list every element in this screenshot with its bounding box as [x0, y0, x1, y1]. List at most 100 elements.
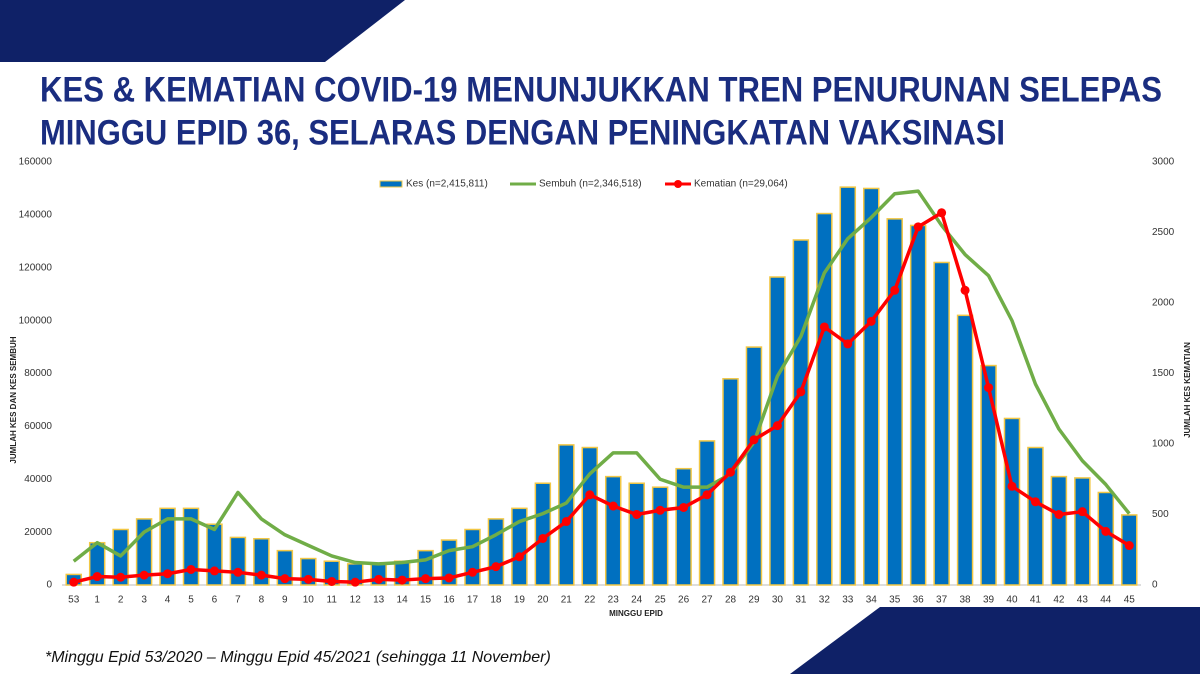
marker [843, 339, 853, 349]
bar [886, 218, 903, 586]
y-tick-label: 100000 [19, 315, 53, 326]
bar [229, 536, 247, 586]
marker [256, 570, 266, 580]
x-tick-label: 23 [608, 595, 620, 606]
x-tick-label: 18 [490, 595, 502, 606]
x-tick-label: 8 [259, 595, 265, 606]
marker [1077, 507, 1087, 517]
marker [538, 533, 548, 543]
bar [722, 378, 739, 586]
x-tick-label: 35 [889, 595, 901, 606]
marker [772, 421, 782, 431]
y-tick-label: 140000 [19, 210, 53, 221]
bar [1097, 491, 1115, 586]
chart-title: KES & KEMATIAN COVID-19 MENUNJUKKAN TREN… [40, 70, 1162, 109]
bar [956, 314, 974, 586]
bar [1003, 417, 1021, 586]
marker [421, 574, 431, 584]
line [72, 189, 1131, 566]
x-tick-label: 25 [655, 595, 667, 606]
x-axis-label: MINGGU EPID [609, 609, 663, 618]
bar [581, 446, 599, 586]
y2-tick-label: 0 [1152, 580, 1158, 591]
x-tick-label: 4 [165, 595, 171, 606]
y2-tick-label: 500 [1152, 509, 1169, 520]
marker [960, 285, 970, 295]
marker [139, 570, 149, 580]
marker [585, 490, 595, 500]
marker [890, 285, 900, 295]
marker [327, 576, 337, 586]
x-tick-label: 42 [1053, 595, 1065, 606]
x-tick-label: 43 [1077, 595, 1089, 606]
marker [937, 208, 947, 218]
x-tick-label: 37 [936, 595, 948, 606]
bar [863, 187, 880, 586]
bar [628, 482, 645, 586]
marker [866, 316, 876, 326]
marker [163, 569, 173, 579]
x-tick-label: 38 [960, 595, 972, 606]
marker [491, 562, 501, 572]
x-tick-label: 20 [537, 595, 549, 606]
y-tick-label: 160000 [19, 157, 53, 168]
x-tick-label: 30 [772, 595, 784, 606]
marker [819, 322, 829, 332]
x-tick-label: 13 [373, 595, 385, 606]
x-tick-label: 22 [584, 595, 596, 606]
marker [116, 572, 126, 582]
x-tick-label: 16 [443, 595, 455, 606]
bar [769, 276, 786, 586]
x-tick-label: 33 [842, 595, 854, 606]
corner-decoration [0, 0, 405, 62]
bar [1050, 475, 1068, 586]
legend-label: Sembuh (n=2,346,518) [539, 179, 642, 190]
marker [303, 574, 313, 584]
y2-tick-label: 2500 [1152, 227, 1175, 238]
marker [186, 564, 196, 574]
marker [233, 567, 243, 577]
corner-decoration [790, 607, 1200, 674]
x-tick-label: 39 [983, 595, 995, 606]
x-tick-label: 26 [678, 595, 690, 606]
x-tick-label: 27 [701, 595, 713, 606]
marker [1030, 497, 1040, 507]
x-tick-label: 15 [420, 595, 432, 606]
marker [374, 574, 384, 584]
y-axis-label: JUMLAH KES DAN KES SEMBUH [9, 336, 18, 463]
x-tick-label: 40 [1006, 595, 1018, 606]
marker [467, 567, 477, 577]
x-tick-label: 34 [866, 595, 878, 606]
marker [397, 575, 407, 585]
marker [444, 573, 454, 583]
y2-tick-label: 2000 [1152, 298, 1175, 309]
marker [632, 510, 642, 519]
x-tick-label: 6 [212, 595, 218, 606]
x-tick-label: 45 [1124, 595, 1136, 606]
marker [350, 577, 360, 587]
y-tick-label: 80000 [24, 368, 52, 379]
bar [816, 212, 833, 586]
x-tick-label: 14 [397, 595, 409, 606]
bar [909, 224, 927, 586]
legend-label: Kes (n=2,415,811) [406, 179, 488, 190]
y2-tick-label: 1500 [1152, 368, 1175, 379]
legend-swatch [379, 180, 403, 188]
marker [702, 490, 712, 500]
bar [698, 440, 716, 586]
bar [792, 239, 810, 586]
marker [608, 501, 618, 511]
marker [280, 574, 290, 584]
y-tick-label: 60000 [24, 421, 52, 432]
line [73, 211, 1131, 584]
legend-marker [674, 180, 682, 188]
marker [1101, 526, 1111, 536]
marker [655, 505, 665, 515]
bar [511, 507, 528, 586]
marker [92, 572, 102, 582]
x-tick-label: 7 [235, 595, 241, 606]
bar [651, 486, 669, 586]
x-tick-label: 10 [303, 595, 315, 606]
x-tick-label: 36 [913, 595, 925, 606]
